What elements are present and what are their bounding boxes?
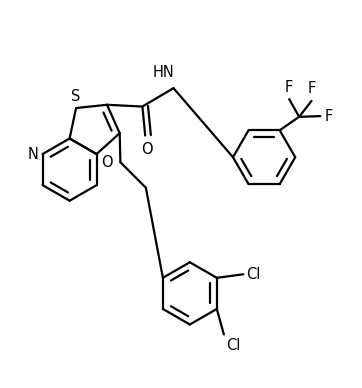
Text: S: S (71, 89, 81, 104)
Text: F: F (285, 80, 293, 95)
Text: HN: HN (153, 65, 174, 80)
Text: F: F (307, 81, 316, 96)
Text: N: N (28, 147, 38, 161)
Text: Cl: Cl (246, 267, 261, 282)
Text: O: O (141, 142, 153, 157)
Text: F: F (325, 109, 333, 124)
Text: Cl: Cl (226, 338, 240, 353)
Text: O: O (101, 155, 113, 170)
